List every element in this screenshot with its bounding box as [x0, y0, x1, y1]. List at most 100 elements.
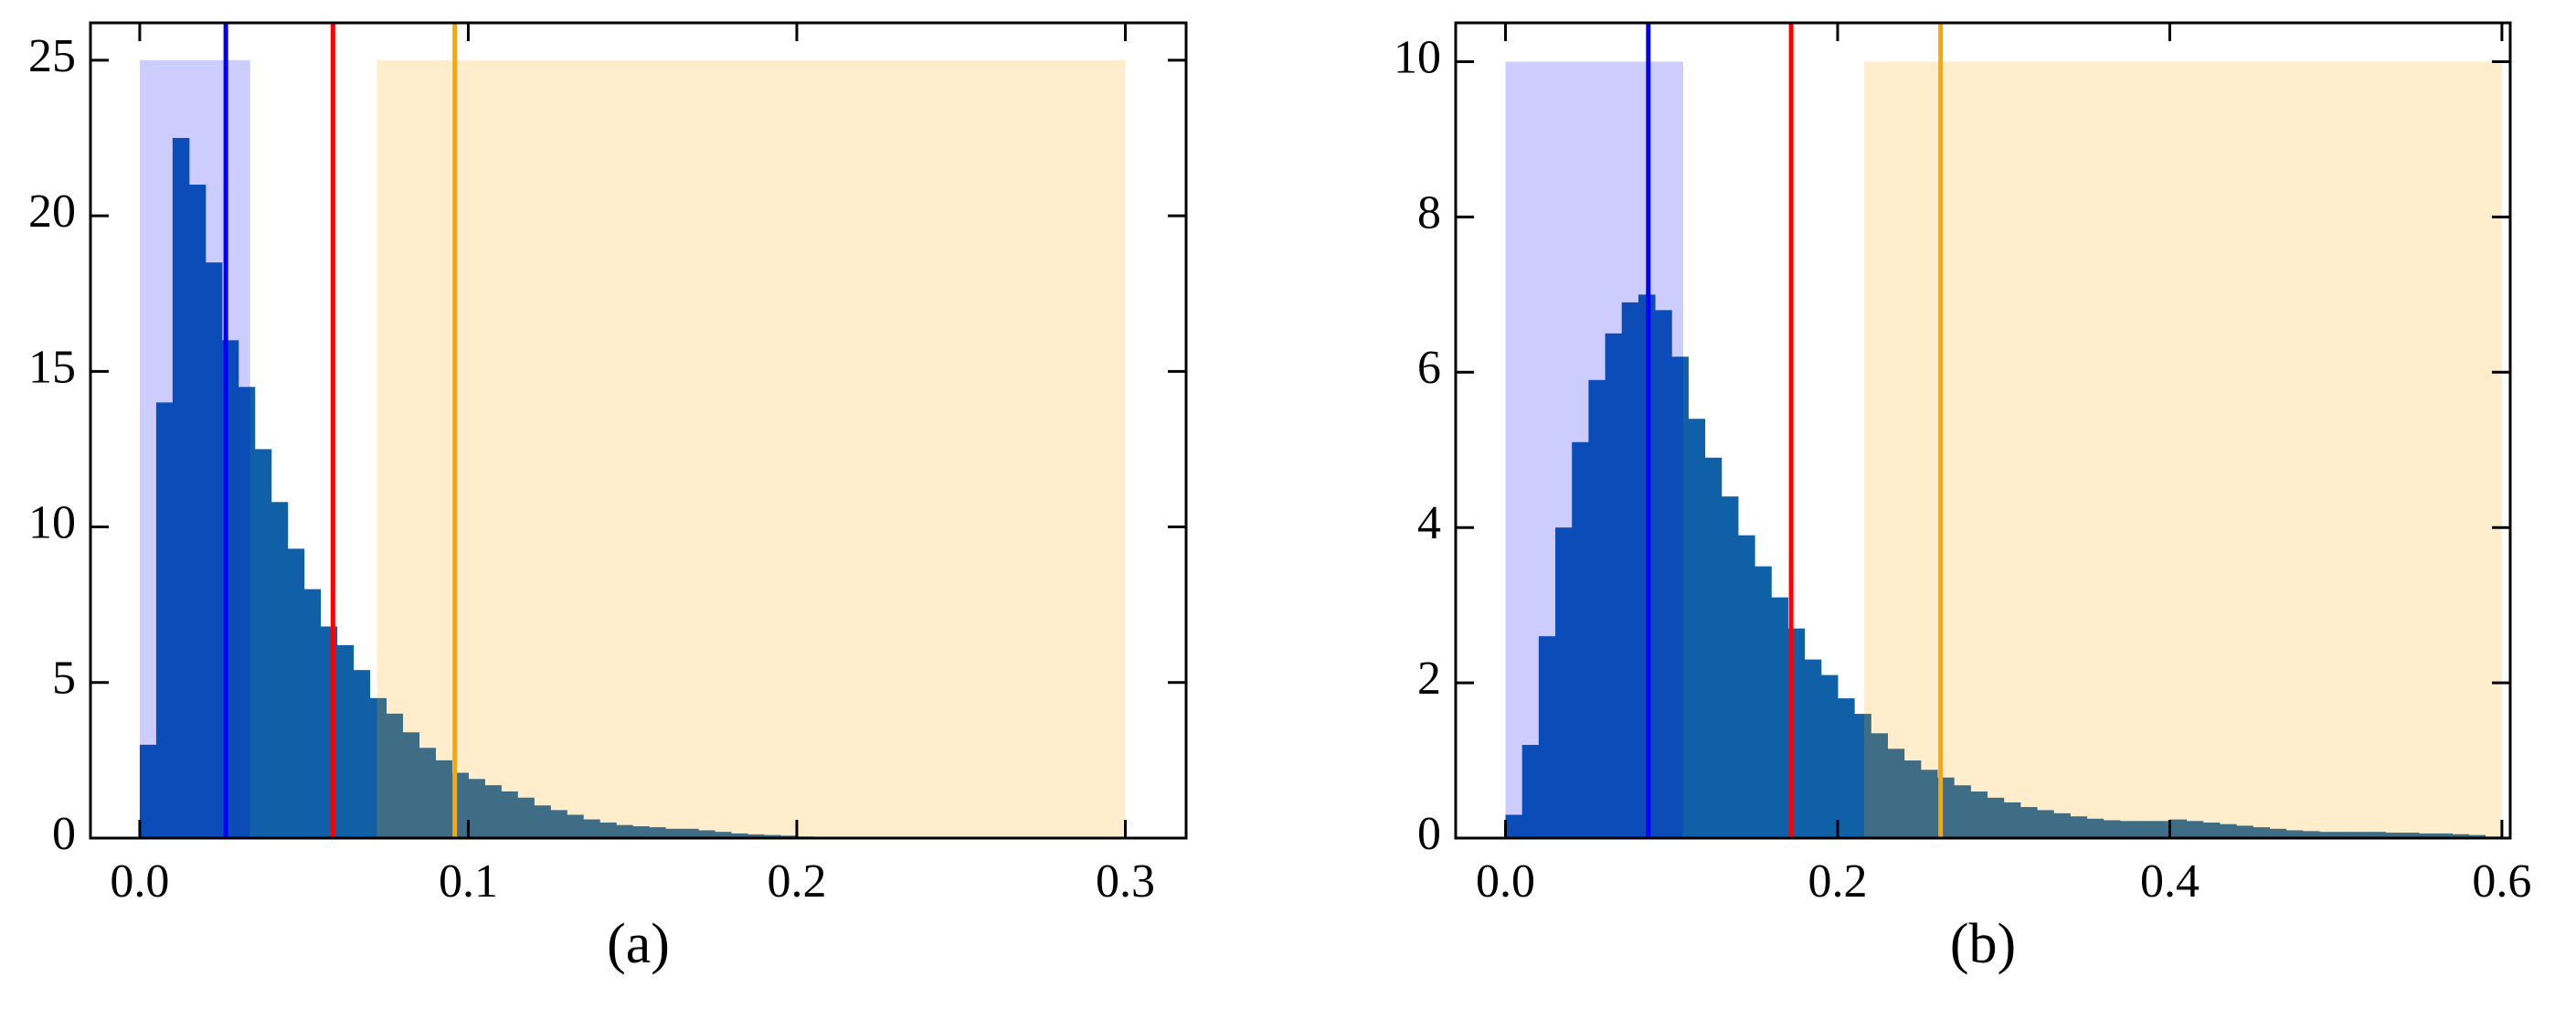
- bar: [419, 748, 436, 838]
- shaded-span: [1864, 61, 2502, 838]
- bar: [1605, 333, 1623, 838]
- y-tick-label: 0: [52, 808, 76, 860]
- bar: [435, 759, 452, 838]
- bar: [188, 185, 207, 838]
- bar: [1737, 535, 1755, 838]
- bar: [353, 670, 371, 838]
- shaded-span: [139, 59, 250, 838]
- bar: [2202, 823, 2221, 838]
- x-tick-label: 0.0: [1476, 855, 1535, 908]
- bar: [731, 833, 748, 838]
- bar: [2136, 821, 2154, 838]
- bar: [1903, 760, 1922, 838]
- bar: [2119, 821, 2137, 838]
- bar: [764, 834, 781, 838]
- bar: [402, 732, 420, 838]
- bar: [747, 834, 765, 838]
- x-axis-label: (a): [607, 913, 670, 975]
- bar: [2352, 832, 2370, 838]
- bar: [715, 832, 732, 838]
- y-tick-label: 8: [1417, 186, 1441, 239]
- bar: [270, 502, 289, 838]
- bar: [534, 805, 551, 838]
- bar: [2419, 833, 2436, 838]
- bar: [2219, 823, 2237, 838]
- y-tick-label: 10: [28, 496, 76, 548]
- bar: [583, 819, 600, 838]
- axes-frame: [1454, 21, 2512, 840]
- bar: [1704, 457, 1723, 838]
- y-tick-label: 0: [1417, 808, 1441, 860]
- bar: [1804, 659, 1822, 838]
- bar: [1820, 674, 1839, 838]
- y-tick-label: 4: [1417, 497, 1441, 549]
- bar: [517, 797, 535, 838]
- bar: [386, 713, 404, 838]
- bar: [1954, 785, 1971, 838]
- bar: [501, 791, 518, 838]
- x-tick-label: 0.4: [2140, 855, 2200, 908]
- bar: [155, 402, 174, 838]
- y-tick-label: 6: [1417, 342, 1441, 394]
- plot-area: [1505, 23, 2503, 838]
- bar: [1555, 527, 1573, 838]
- bar: [2070, 816, 2088, 838]
- bar: [1538, 636, 1556, 838]
- bar: [1987, 797, 2005, 838]
- bar: [336, 644, 355, 838]
- x-tick-label: 0.2: [767, 855, 826, 908]
- x-tick-label: 0.6: [2472, 855, 2531, 908]
- bar: [2003, 802, 2021, 838]
- bar: [1871, 733, 1889, 838]
- bar: [1771, 597, 1788, 838]
- bar: [2435, 833, 2453, 838]
- bar: [2169, 819, 2188, 838]
- bar: [2269, 828, 2287, 838]
- panel: 0.0 0.2 0.4 0.6 0 2 4 6 8 10 (b): [1394, 21, 2531, 975]
- bar: [468, 779, 485, 838]
- bar: [2302, 831, 2320, 838]
- plot-area: [139, 23, 1126, 838]
- bar: [2037, 810, 2054, 838]
- bar: [1854, 714, 1871, 838]
- bar: [1721, 496, 1739, 838]
- axes-frame: [89, 21, 1188, 840]
- bar: [139, 744, 157, 838]
- bar: [2401, 833, 2420, 838]
- bar: [205, 262, 223, 838]
- bar: [682, 828, 699, 838]
- bar: [2319, 832, 2337, 838]
- bar: [616, 824, 633, 838]
- bar: [1754, 566, 1772, 838]
- bar: [1920, 770, 1938, 838]
- bar: [1621, 302, 1639, 838]
- bar: [303, 589, 322, 838]
- x-tick-label: 0.0: [110, 855, 169, 908]
- bar: [2336, 832, 2353, 838]
- x-tick-label: 0.2: [1807, 855, 1867, 908]
- bar: [484, 785, 502, 838]
- bar: [2253, 827, 2270, 838]
- bar: [550, 810, 567, 838]
- bar: [1521, 745, 1540, 838]
- bar: [1688, 419, 1706, 838]
- bar: [1505, 814, 1523, 838]
- bar: [649, 827, 666, 838]
- bar: [369, 697, 387, 838]
- bar: [599, 822, 617, 838]
- bar: [1970, 791, 1988, 838]
- shaded-span: [1505, 61, 1683, 838]
- bar: [2153, 821, 2170, 838]
- bar: [2086, 818, 2104, 838]
- x-tick-label: 0.1: [439, 855, 498, 908]
- bar: [632, 826, 650, 838]
- bar: [2468, 834, 2486, 838]
- bar: [698, 830, 716, 838]
- bar: [172, 137, 190, 838]
- y-tick-label: 2: [1417, 653, 1441, 705]
- bar: [2385, 833, 2403, 838]
- bar: [2103, 820, 2121, 838]
- bar: [2019, 807, 2038, 838]
- panel: 0.0 0.1 0.2 0.3 0 5 10 15 20 25 (a): [28, 21, 1188, 975]
